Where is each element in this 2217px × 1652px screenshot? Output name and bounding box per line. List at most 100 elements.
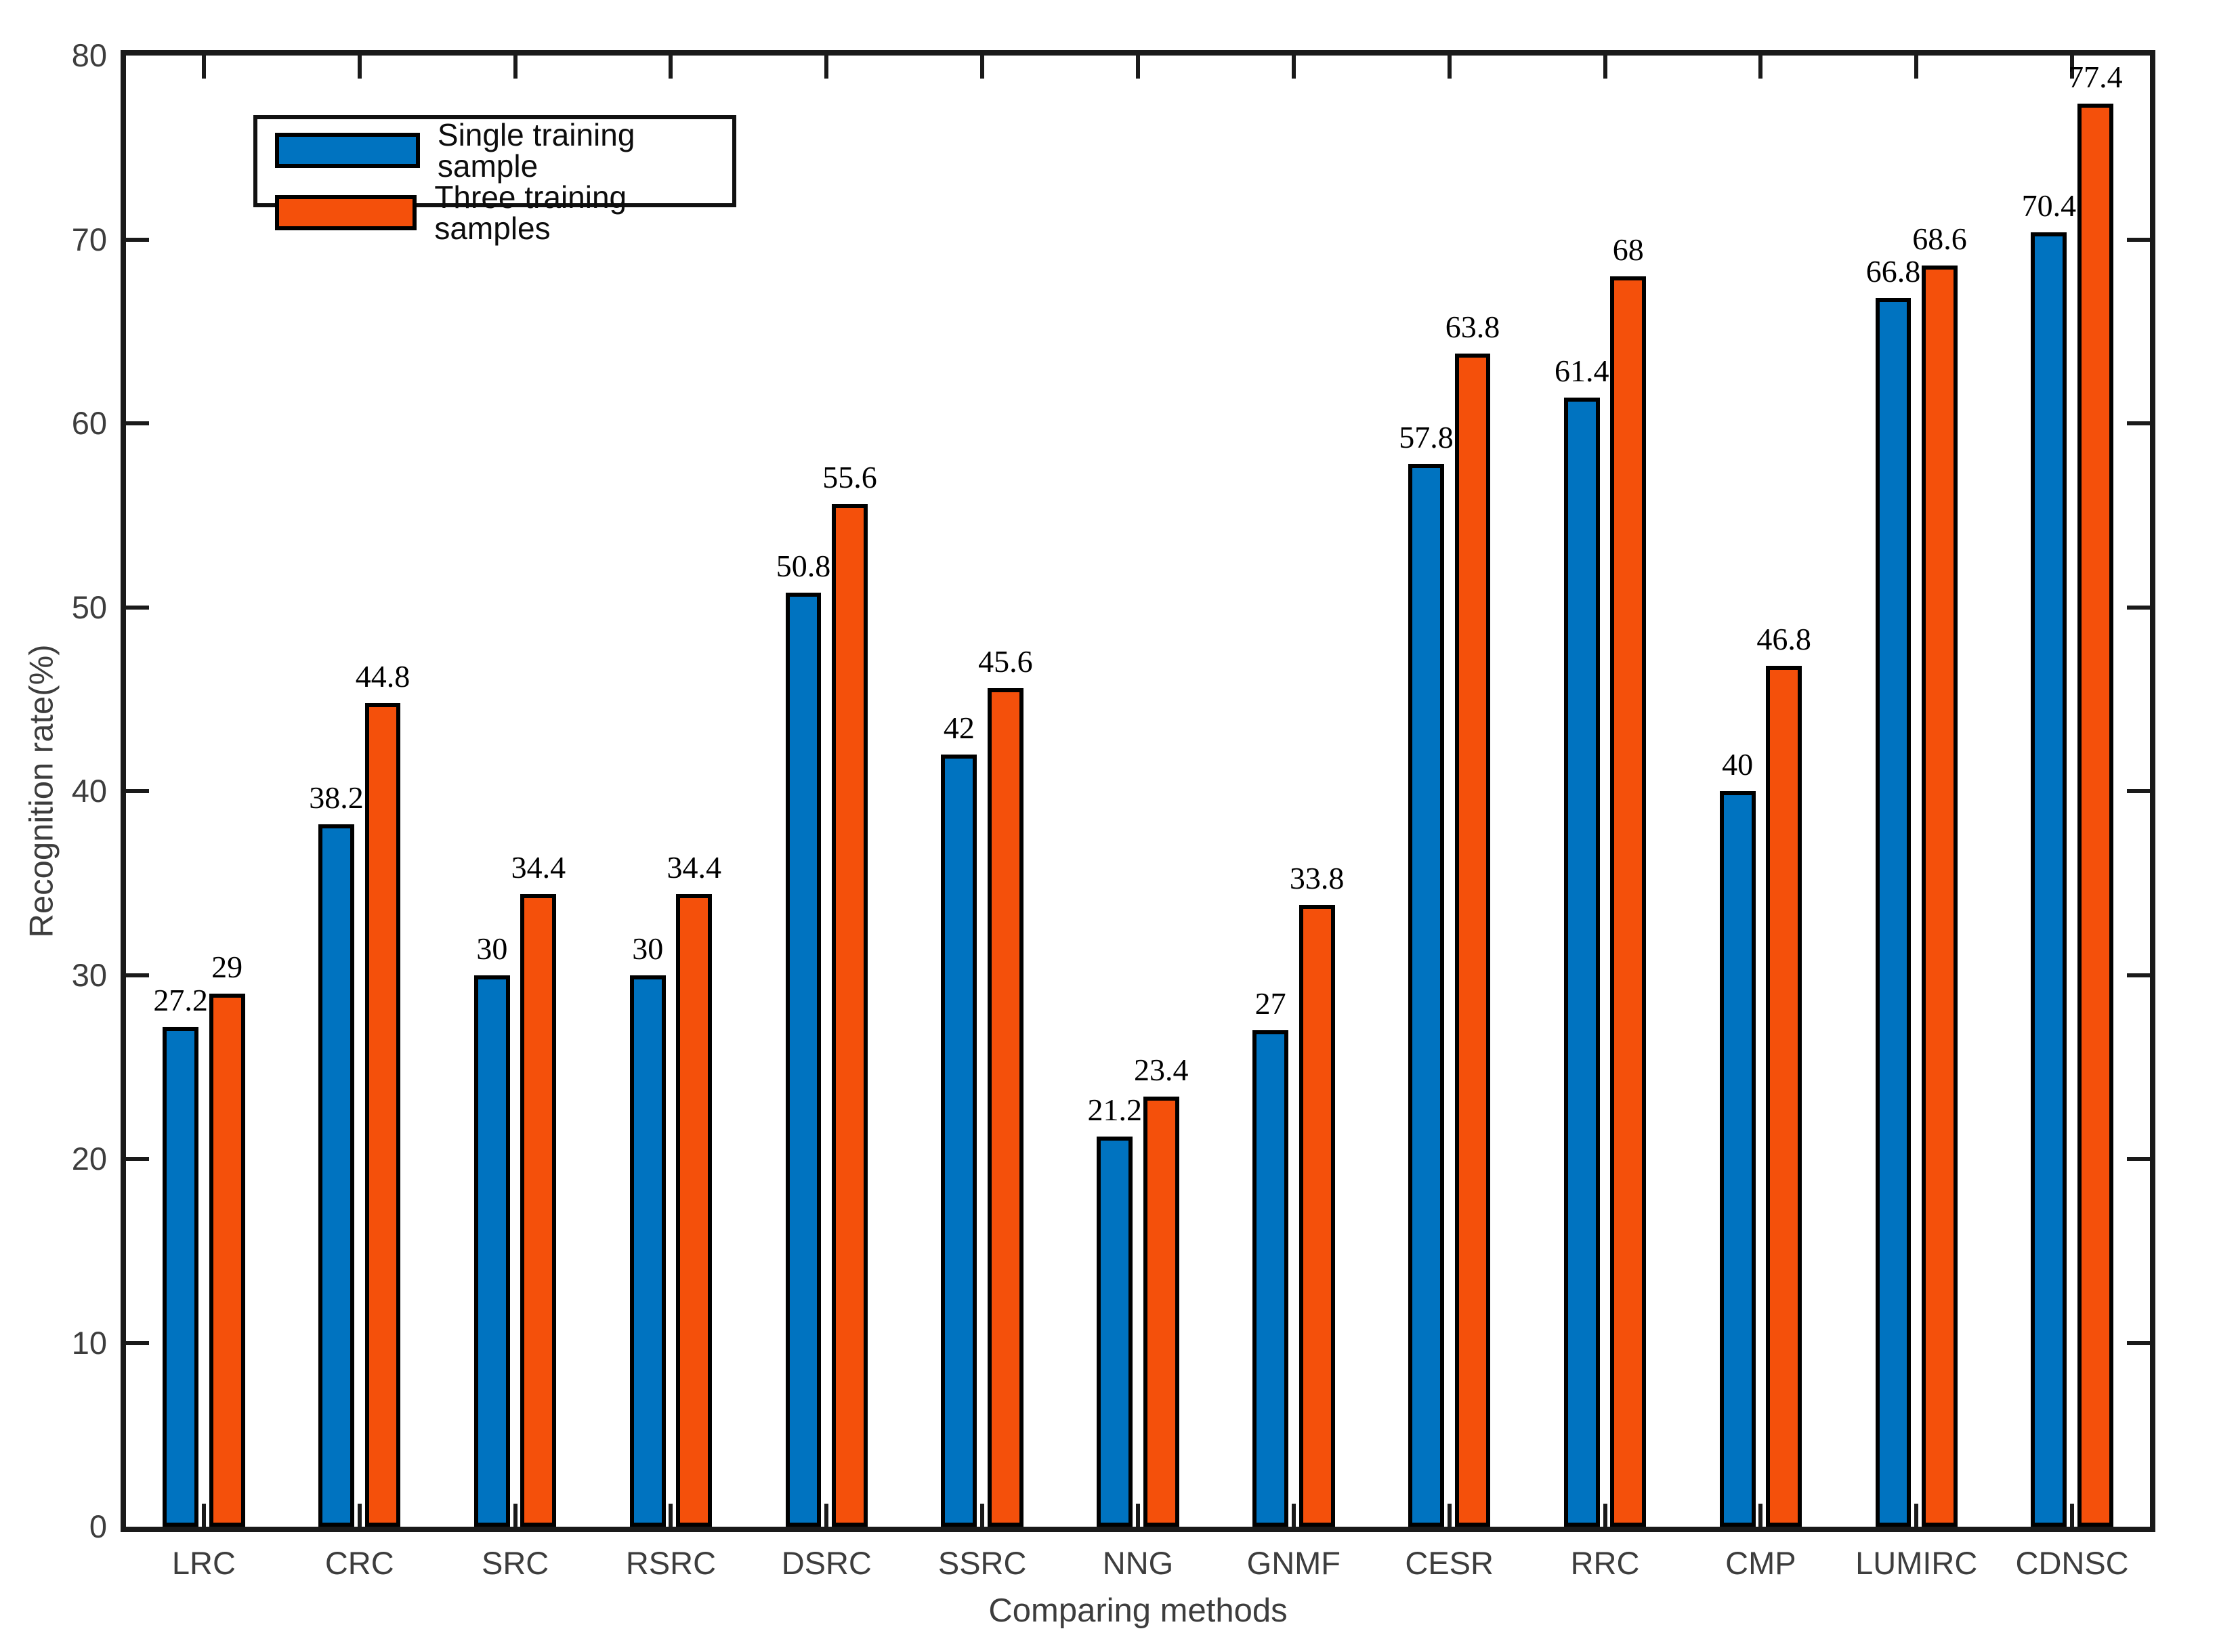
x-tick-bottom xyxy=(1758,1504,1763,1527)
bar-three-rsrc xyxy=(676,894,713,1527)
x-tick-bottom xyxy=(669,1504,673,1527)
y-tick-right xyxy=(2127,789,2150,793)
legend-label-three: Three training samples xyxy=(434,179,627,246)
bar-value-label: 63.8 xyxy=(1445,309,1500,344)
bar-single-ssrc xyxy=(941,754,977,1527)
x-tick-bottom xyxy=(513,1504,518,1527)
y-tick-right xyxy=(2127,237,2150,242)
legend-item-three: Three training samples xyxy=(275,182,732,244)
bar-value-label: 38.2 xyxy=(309,780,364,815)
x-tick-top xyxy=(1136,56,1140,79)
bar-value-label: 42 xyxy=(943,710,975,745)
y-tick-right xyxy=(2127,1157,2150,1161)
x-tick-top xyxy=(824,56,829,79)
x-tick-bottom xyxy=(980,1504,985,1527)
x-tick-top xyxy=(513,56,518,79)
y-tick-label: 30 xyxy=(71,956,107,993)
y-tick-right xyxy=(2127,605,2150,610)
legend-swatch-single xyxy=(275,133,420,168)
legend-item-single: Single training sample xyxy=(275,119,732,182)
bar-single-gnmf xyxy=(1252,1030,1289,1527)
bar-single-cdnsc xyxy=(2031,232,2067,1527)
x-tick-bottom xyxy=(201,1504,206,1527)
bar-single-nng xyxy=(1097,1137,1133,1527)
y-tick-label: 10 xyxy=(71,1324,107,1361)
x-tick-top xyxy=(201,56,206,79)
bar-value-label: 27 xyxy=(1254,986,1286,1021)
x-tick-bottom xyxy=(1603,1504,1607,1527)
y-axis-title: Recognition rate(%) xyxy=(23,644,60,938)
x-axis-title: Comparing methods xyxy=(988,1592,1288,1629)
x-tick-top xyxy=(669,56,673,79)
x-tick-bottom xyxy=(1136,1504,1140,1527)
y-tick-left xyxy=(126,237,149,242)
bar-value-label: 44.8 xyxy=(355,658,410,694)
bar-value-label: 34.4 xyxy=(511,850,566,885)
bar-single-crc xyxy=(318,824,354,1527)
bar-value-label: 70.4 xyxy=(2021,188,2077,223)
bar-value-label: 40 xyxy=(1722,747,1754,782)
x-tick-top xyxy=(357,56,362,79)
bar-three-lumirc xyxy=(1922,265,1958,1527)
x-tick-top xyxy=(1914,56,1919,79)
x-tick-top xyxy=(1758,56,1763,79)
legend-label-single: Single training sample xyxy=(437,117,635,184)
bar-value-label: 77.4 xyxy=(2068,59,2123,94)
bar-single-cesr xyxy=(1408,463,1444,1527)
bar-value-label: 61.4 xyxy=(1555,354,1609,388)
y-tick-label: 40 xyxy=(71,773,107,809)
x-tick-top xyxy=(1447,56,1452,79)
x-tick-label: LRC xyxy=(171,1545,236,1581)
bar-value-label: 29 xyxy=(211,949,243,984)
bar-three-cdnsc xyxy=(2077,103,2113,1527)
bar-value-label: 68.6 xyxy=(1912,221,1967,256)
legend: Single training sample Three training sa… xyxy=(253,115,736,244)
bar-value-label: 23.4 xyxy=(1133,1052,1189,1087)
y-tick-label: 60 xyxy=(71,405,107,441)
bar-value-label: 27.2 xyxy=(153,982,208,1017)
y-tick-right xyxy=(2127,421,2150,425)
x-tick-label: DSRC xyxy=(781,1545,872,1581)
y-tick-left xyxy=(126,421,149,425)
bar-value-label: 66.8 xyxy=(1865,254,1921,289)
y-tick-label: 70 xyxy=(71,221,107,257)
plot-area: Comparing methods 0 10 20 30 40 50 60 70 80 LRC 27… xyxy=(72,39,2155,1628)
x-tick-label: RRC xyxy=(1570,1545,1640,1581)
x-tick-label: GNMF xyxy=(1246,1545,1341,1581)
x-tick-label: RSRC xyxy=(625,1545,717,1581)
y-tick-left xyxy=(126,789,149,793)
y-tick-label: 80 xyxy=(71,37,107,73)
bar-three-cmp xyxy=(1766,666,1802,1527)
bar-three-rrc xyxy=(1610,276,1647,1527)
y-tick-right xyxy=(2127,973,2150,977)
x-tick-label: LUMIRC xyxy=(1855,1545,1978,1581)
bar-value-label: 45.6 xyxy=(978,643,1033,679)
bar-value-label: 33.8 xyxy=(1289,861,1345,896)
bar-value-label: 50.8 xyxy=(776,548,831,583)
x-tick-top xyxy=(2070,56,2075,79)
x-tick-label: CRC xyxy=(324,1545,394,1581)
bar-value-label: 46.8 xyxy=(1756,622,1811,657)
x-tick-top xyxy=(1603,56,1607,79)
y-tick-left xyxy=(126,605,149,610)
bar-single-dsrc xyxy=(785,592,822,1527)
bar-single-cmp xyxy=(1719,791,1756,1527)
x-tick-bottom xyxy=(357,1504,362,1527)
bar-three-crc xyxy=(364,702,401,1527)
x-tick-bottom xyxy=(1447,1504,1452,1527)
bar-single-src xyxy=(473,975,510,1527)
bar-value-label: 30 xyxy=(632,931,664,966)
bar-single-rsrc xyxy=(629,975,666,1527)
bar-three-src xyxy=(520,894,557,1527)
bar-three-dsrc xyxy=(832,504,868,1527)
y-tick-left xyxy=(126,1157,149,1161)
y-tick-label: 0 xyxy=(89,1508,107,1544)
x-tick-label: CDNSC xyxy=(2015,1545,2129,1581)
y-tick-label: 20 xyxy=(71,1141,107,1177)
y-tick-left xyxy=(126,973,149,977)
legend-swatch-three xyxy=(275,195,417,230)
bar-single-rrc xyxy=(1563,398,1600,1527)
x-tick-label: NNG xyxy=(1102,1545,1174,1581)
bar-three-ssrc xyxy=(987,687,1023,1527)
